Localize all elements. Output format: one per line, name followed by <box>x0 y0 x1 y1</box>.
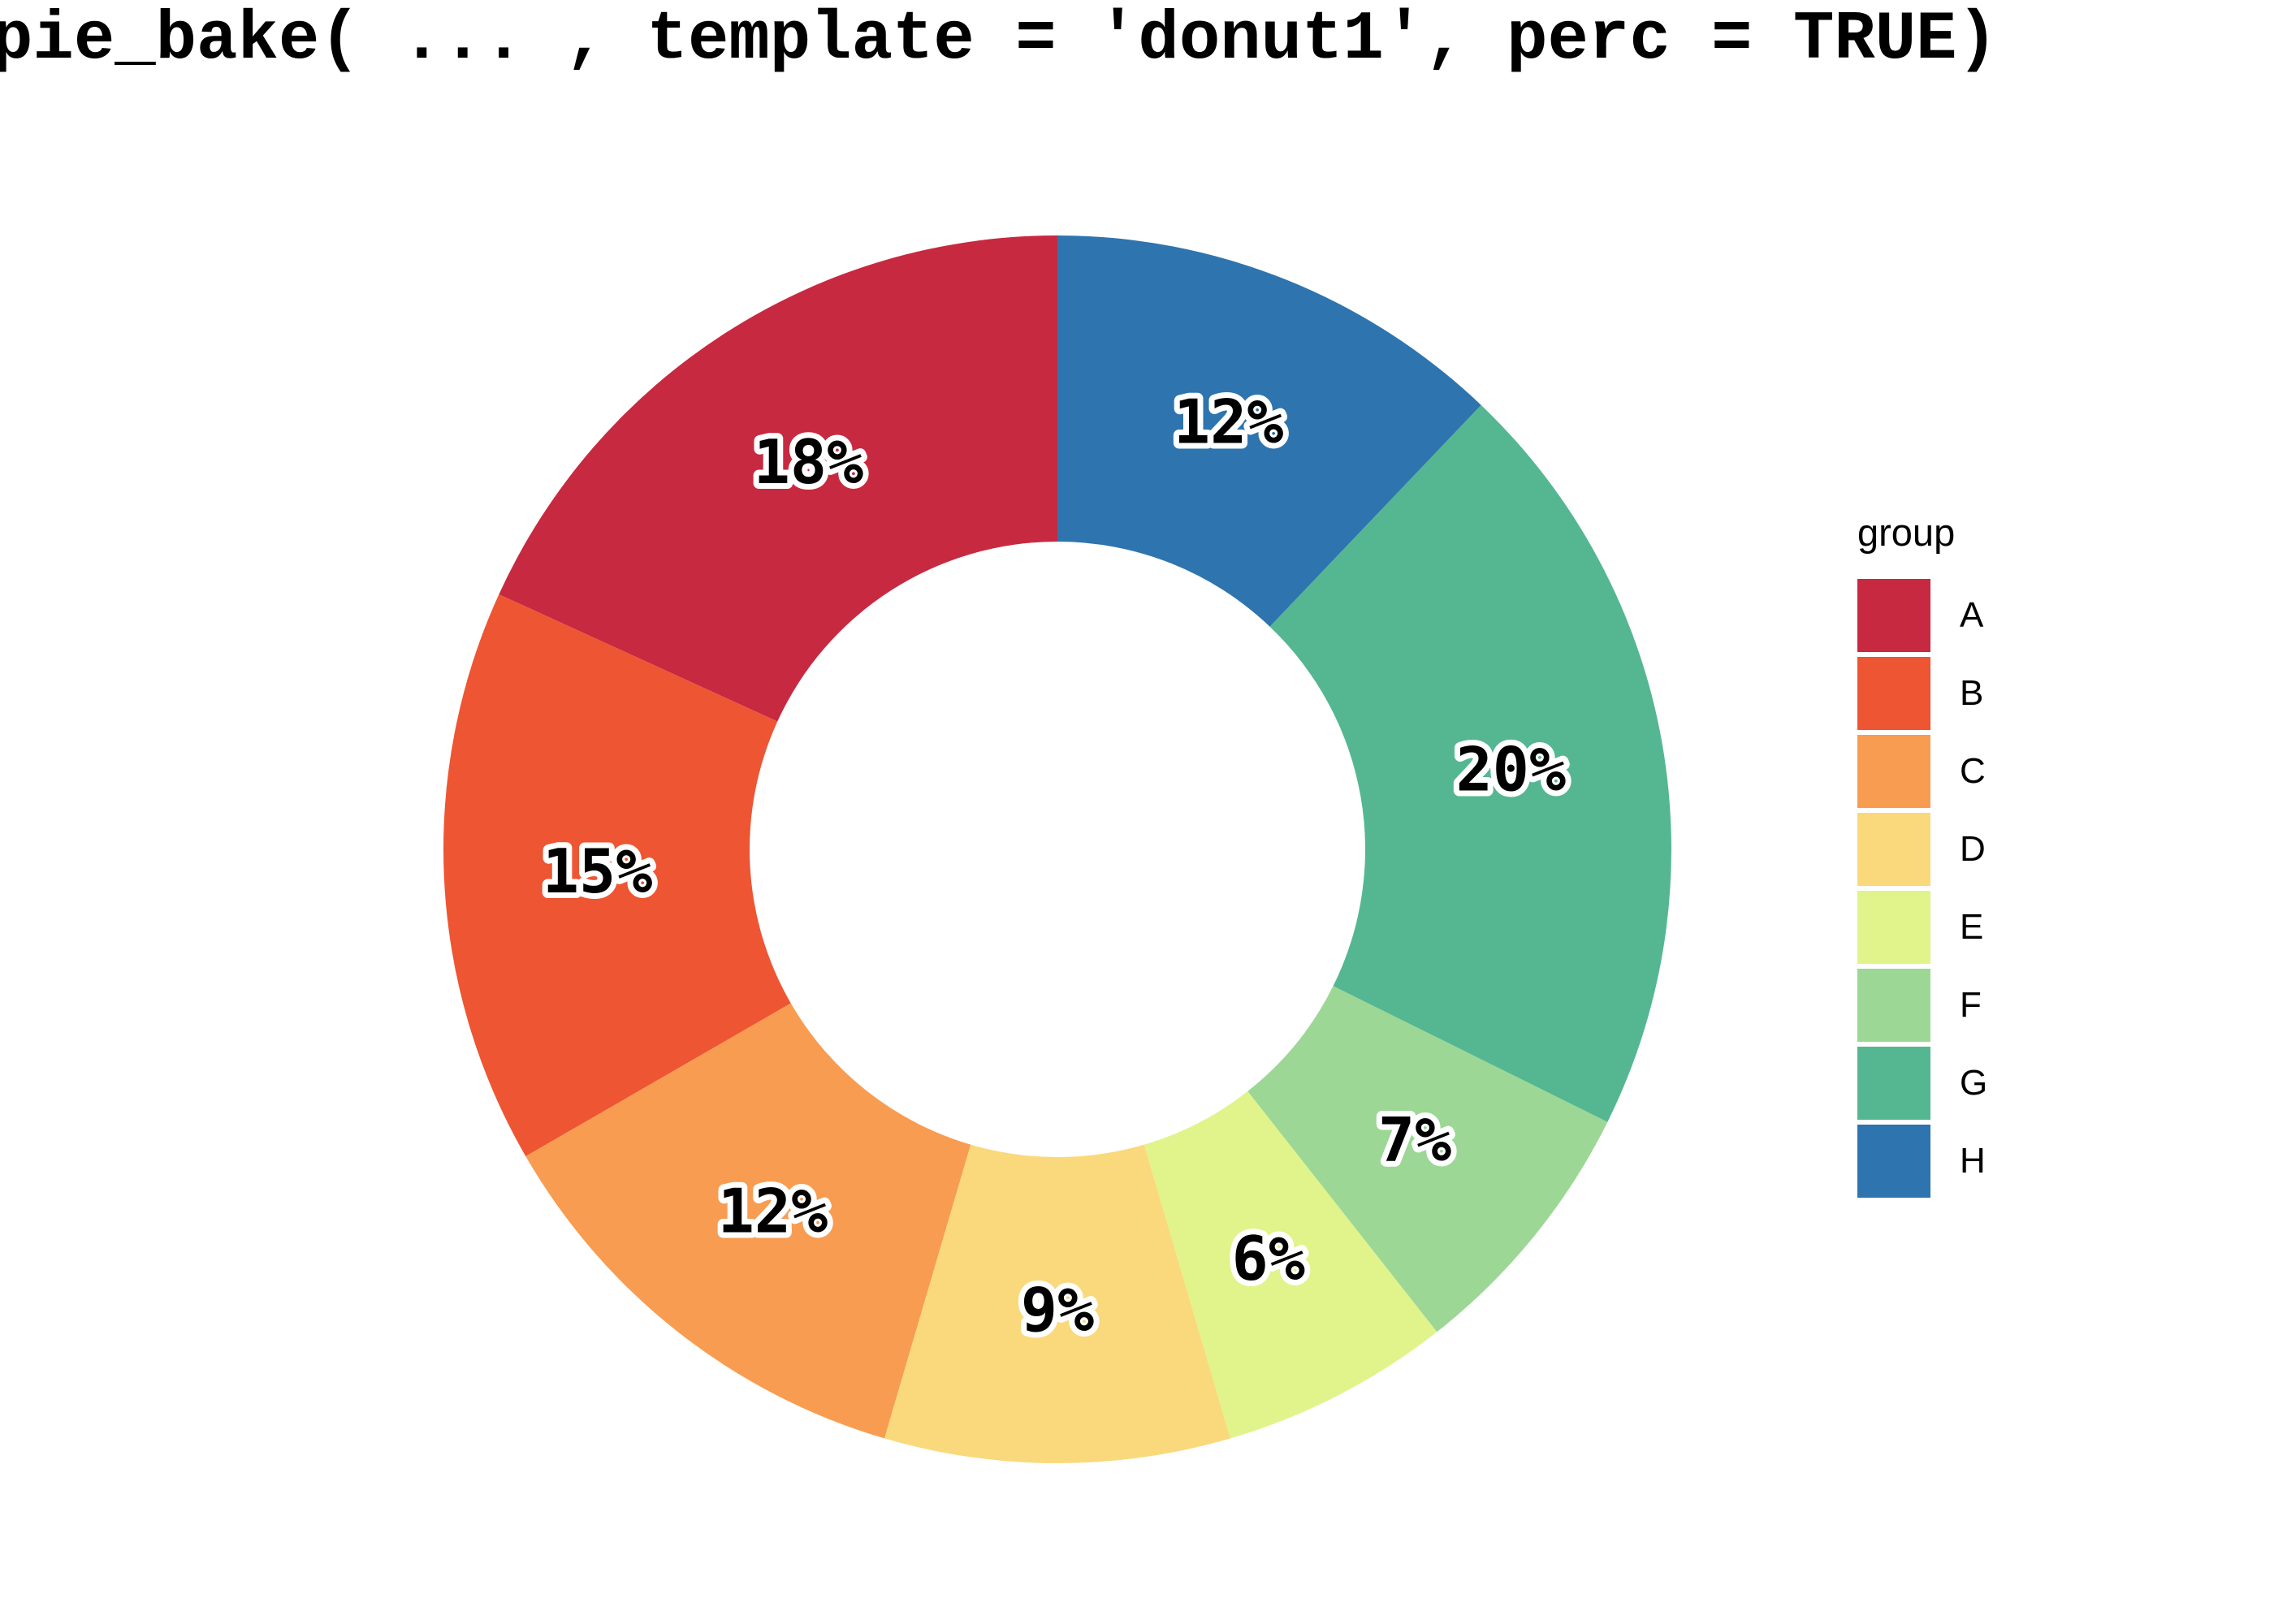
slice-label-G: 20% <box>1456 734 1566 806</box>
pie-slice-E <box>1143 1091 1437 1439</box>
legend-swatch-C <box>1857 735 1930 808</box>
legend-item-G: G <box>1857 1047 1987 1120</box>
legend-item-H: H <box>1857 1125 1987 1198</box>
legend-item-D: D <box>1857 813 1987 886</box>
legend-item-F: F <box>1857 969 1987 1042</box>
legend-title: group <box>1857 511 1956 554</box>
legend-label-C: C <box>1960 751 1986 791</box>
legend-label-B: B <box>1960 673 1984 713</box>
legend-item-E: E <box>1857 891 1987 964</box>
slice-label-H: 12% <box>1174 387 1283 458</box>
slice-label-C: 12% <box>718 1176 828 1247</box>
slice-label-A: 18% <box>754 426 863 498</box>
plot-title: pie_bake( ... , template = 'donut1', per… <box>0 2 1999 79</box>
pie-slice-D <box>884 1144 1230 1463</box>
slice-label-B: 15% <box>543 836 652 907</box>
legend-swatch-H <box>1857 1125 1930 1198</box>
legend-swatch-A <box>1857 579 1930 652</box>
legend-item-A: A <box>1857 579 1987 652</box>
legend-item-C: C <box>1857 735 1987 808</box>
pie-slice-B <box>443 594 791 1156</box>
legend-item-B: B <box>1857 657 1987 730</box>
legend-swatch-B <box>1857 657 1930 730</box>
pie-slice-F <box>1247 986 1608 1332</box>
legend-swatch-D <box>1857 813 1930 886</box>
legend-label-D: D <box>1960 829 1986 869</box>
legend-label-H: H <box>1960 1141 1986 1181</box>
legend-swatch-G <box>1857 1047 1930 1120</box>
legend-label-A: A <box>1960 595 1984 635</box>
pie-slice-H <box>1057 235 1481 627</box>
slice-label-E: 6% <box>1232 1223 1305 1294</box>
slice-label-D: 9% <box>1021 1274 1094 1345</box>
legend-label-E: E <box>1960 907 1984 947</box>
legend-swatch-E <box>1857 891 1930 964</box>
pie-slice-C <box>525 1003 971 1439</box>
slice-label-F: 7% <box>1378 1104 1451 1176</box>
legend-label-F: F <box>1960 985 1982 1025</box>
legend-swatch-F <box>1857 969 1930 1042</box>
pie-slice-A <box>499 235 1057 722</box>
legend-label-G: G <box>1960 1063 1988 1103</box>
pie-slice-G <box>1269 404 1671 1122</box>
